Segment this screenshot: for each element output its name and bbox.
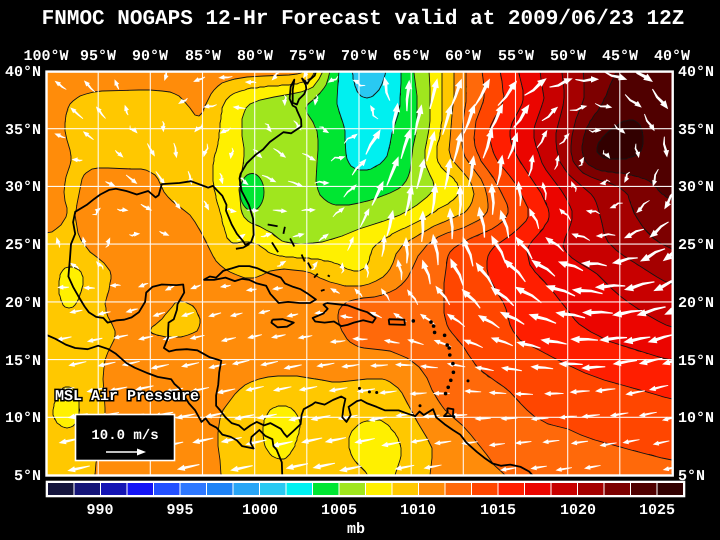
svg-text:90°W: 90°W	[132, 48, 168, 65]
svg-text:1005: 1005	[321, 502, 357, 519]
svg-text:55°W: 55°W	[498, 48, 534, 65]
svg-text:10°N: 10°N	[678, 410, 714, 427]
svg-text:MSL Air Pressure: MSL Air Pressure	[55, 388, 199, 405]
svg-text:40°N: 40°N	[5, 64, 41, 81]
svg-text:85°W: 85°W	[185, 48, 221, 65]
svg-text:990: 990	[86, 502, 113, 519]
svg-text:60°W: 60°W	[445, 48, 481, 65]
svg-text:30°N: 30°N	[678, 179, 714, 196]
svg-text:45°W: 45°W	[602, 48, 638, 65]
svg-text:mb: mb	[347, 521, 365, 538]
svg-text:40°W: 40°W	[654, 48, 690, 65]
svg-text:1015: 1015	[480, 502, 516, 519]
svg-text:30°N: 30°N	[5, 179, 41, 196]
svg-text:5°N: 5°N	[14, 468, 41, 485]
svg-text:80°W: 80°W	[237, 48, 273, 65]
svg-text:1010: 1010	[400, 502, 436, 519]
svg-text:10°N: 10°N	[5, 410, 41, 427]
svg-text:35°N: 35°N	[5, 122, 41, 139]
svg-text:70°W: 70°W	[341, 48, 377, 65]
svg-text:95°W: 95°W	[80, 48, 116, 65]
svg-text:995: 995	[166, 502, 193, 519]
svg-text:20°N: 20°N	[5, 295, 41, 312]
svg-text:75°W: 75°W	[289, 48, 325, 65]
svg-text:100°W: 100°W	[23, 48, 68, 65]
svg-text:1000: 1000	[242, 502, 278, 519]
svg-text:FNMOC NOGAPS 12-Hr Forecast va: FNMOC NOGAPS 12-Hr Forecast valid at 200…	[42, 8, 685, 31]
svg-text:10.0 m/s: 10.0 m/s	[91, 428, 158, 444]
svg-text:50°W: 50°W	[550, 48, 586, 65]
svg-text:40°N: 40°N	[678, 64, 714, 81]
svg-text:1020: 1020	[560, 502, 596, 519]
svg-text:20°N: 20°N	[678, 295, 714, 312]
svg-text:65°W: 65°W	[393, 48, 429, 65]
svg-text:15°N: 15°N	[678, 353, 714, 370]
svg-text:15°N: 15°N	[5, 353, 41, 370]
svg-text:25°N: 25°N	[678, 237, 714, 254]
svg-text:1025: 1025	[639, 502, 675, 519]
svg-text:35°N: 35°N	[678, 122, 714, 139]
svg-text:25°N: 25°N	[5, 237, 41, 254]
